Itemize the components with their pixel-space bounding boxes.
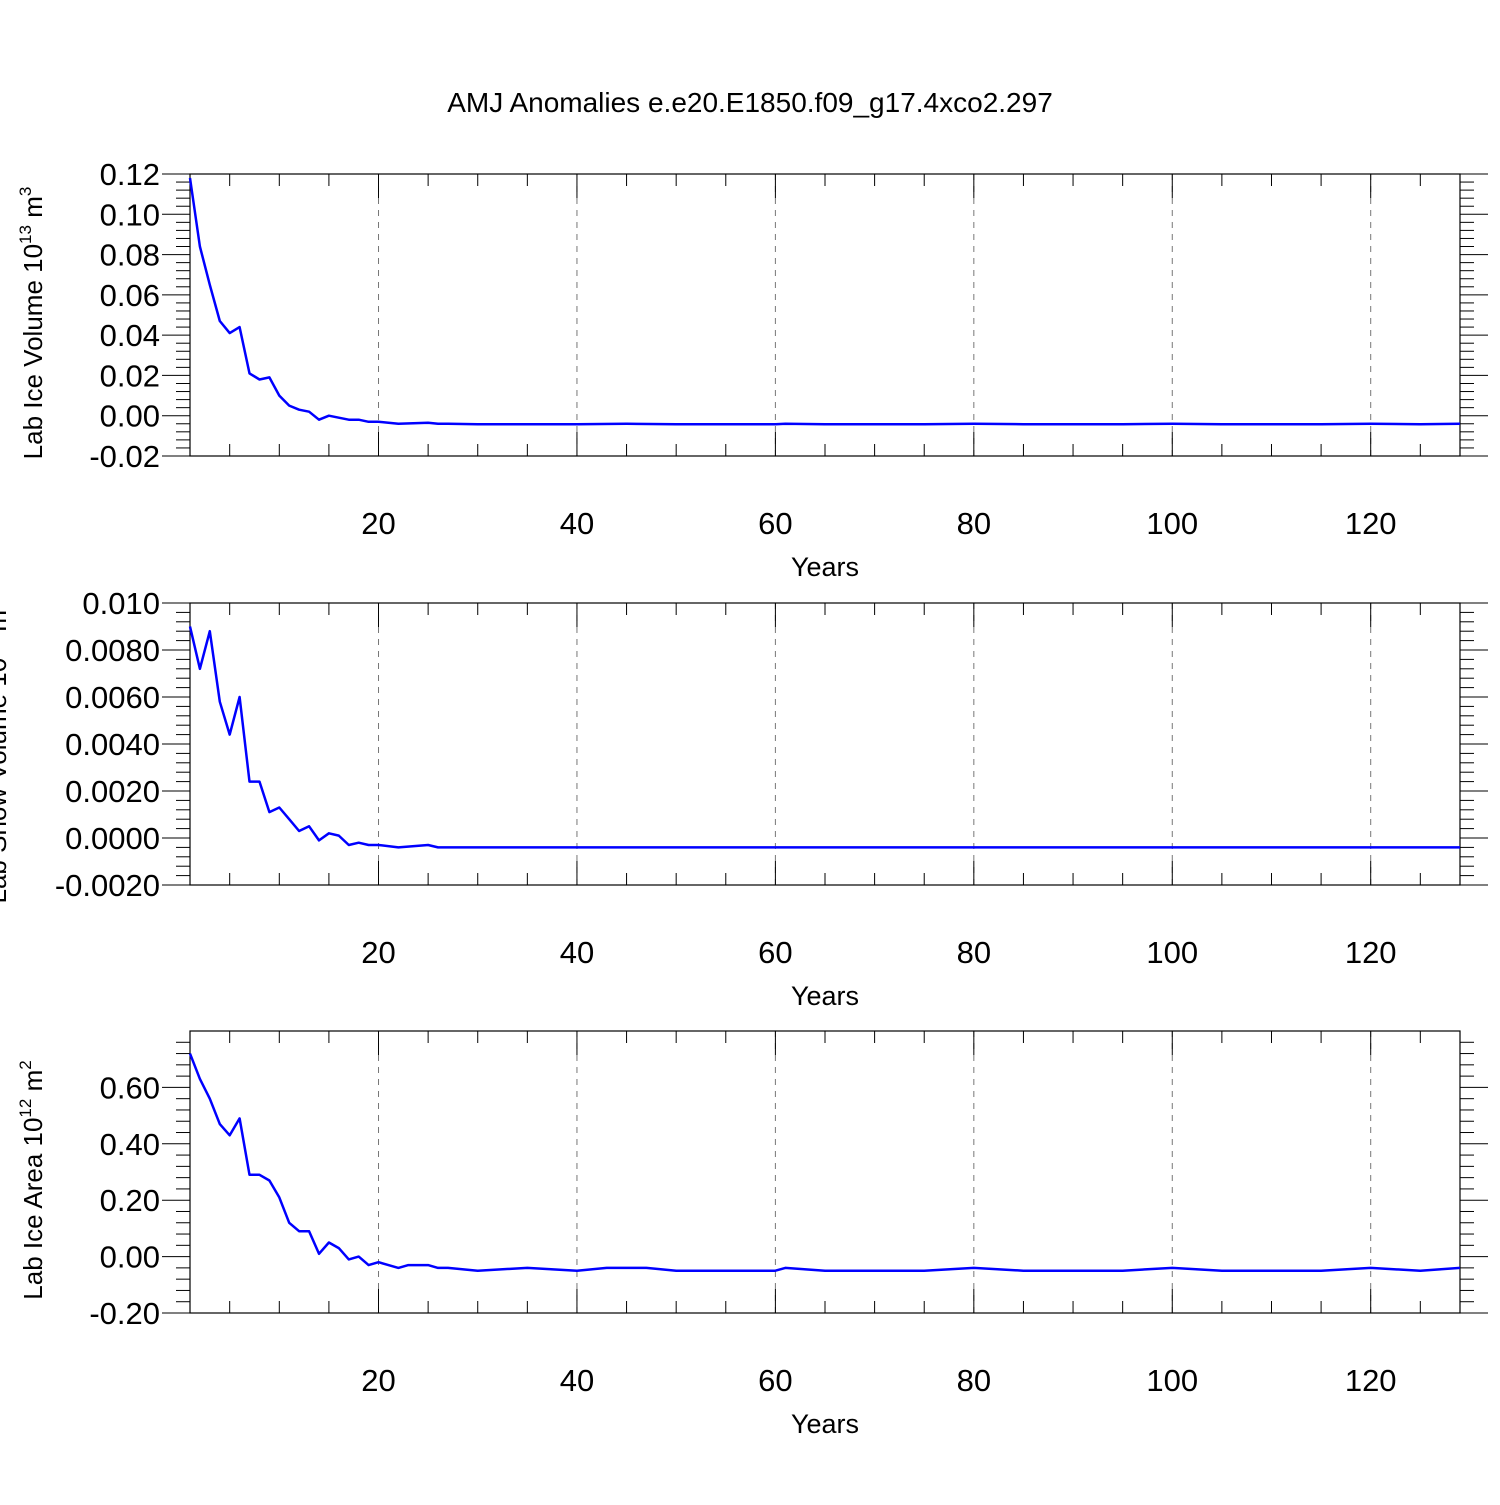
y-tick-label: 0.00 <box>100 399 160 434</box>
y-axis-label: Lab Ice Area 1012 m2 <box>16 1060 48 1299</box>
series-line <box>188 1053 1461 1272</box>
y-tick-label: -0.20 <box>89 1296 160 1331</box>
y-tick-label: 0.40 <box>100 1127 160 1162</box>
x-tick-label: 80 <box>957 506 991 541</box>
panel-2: -0.0020 0.0000 0.0020 0.0040 0.0060 0.0080 0.0… <box>0 586 1488 1011</box>
x-tick-label: 100 <box>1146 1363 1198 1398</box>
y-axis-label-main: Lab Ice Volume 10 <box>18 244 48 459</box>
x-tick-label: 100 <box>1146 506 1198 541</box>
y-tick-label: 0.06 <box>100 278 160 313</box>
x-tick-label: 40 <box>560 1363 594 1398</box>
y-tick-label: -0.0020 <box>55 868 160 903</box>
x-tick-label: 40 <box>560 935 594 970</box>
plot-frame <box>189 602 1461 886</box>
y-tick-label: 0.10 <box>100 197 160 232</box>
chart-title: AMJ Anomalies e.e20.E1850.f09_g17.4xco2.… <box>447 87 1053 118</box>
y-axis-label-unit-exponent: 2 <box>16 1060 35 1069</box>
x-tick-label: 80 <box>957 1363 991 1398</box>
x-tick-label: 120 <box>1345 506 1397 541</box>
y-tick-label: 0.0020 <box>65 774 160 809</box>
x-tick-label: 100 <box>1146 935 1198 970</box>
y-axis-label-unit: m <box>18 196 48 225</box>
x-tick-label: 20 <box>361 506 395 541</box>
x-tick-label: 60 <box>758 1363 792 1398</box>
y-tick-label: 0.02 <box>100 358 160 393</box>
y-axis-label-unit: m <box>0 610 12 639</box>
x-tick-label: 120 <box>1345 1363 1397 1398</box>
y-axis-label: Lab Ice Volume 1013 m3 <box>16 187 48 460</box>
y-tick-label: 0.04 <box>100 318 160 353</box>
series-line <box>188 626 1460 849</box>
x-tick-label: 60 <box>758 506 792 541</box>
y-tick-label: 0.12 <box>100 157 160 192</box>
plot-frame <box>189 173 1461 457</box>
y-tick-label: 0.00 <box>100 1240 160 1275</box>
x-axis-label: Years <box>791 552 859 582</box>
plot-frame <box>189 1030 1461 1314</box>
y-axis-label-main: Lab Snow Volume 10 <box>0 658 12 904</box>
y-tick-label: 0.0080 <box>65 633 160 668</box>
x-tick-label: 60 <box>758 935 792 970</box>
panel-3: -0.20 0.00 0.20 0.40 0.60 20 40 60 80 100 120 Years… <box>16 1030 1488 1439</box>
y-axis-label-exponent: 12 <box>16 1099 35 1118</box>
y-tick-label: 0.0000 <box>65 821 160 856</box>
y-tick-label: 0.08 <box>100 238 160 273</box>
series-line <box>188 177 1461 426</box>
y-axis-label: Lab Snow Volume 1013 m3 <box>0 600 12 903</box>
x-tick-label: 120 <box>1345 935 1397 970</box>
panel-1: -0.02 0.00 0.02 0.04 0.06 0.08 0.10 0.12 20 40 60 8… <box>16 157 1488 582</box>
x-tick-label: 20 <box>361 1363 395 1398</box>
x-axis-label: Years <box>791 1409 859 1439</box>
y-axis-label-unit: m <box>18 1070 48 1099</box>
y-tick-label: 0.0060 <box>65 680 160 715</box>
y-axis-label-unit-exponent: 3 <box>16 187 35 196</box>
y-tick-label: 0.0040 <box>65 727 160 762</box>
x-tick-label: 80 <box>957 935 991 970</box>
y-tick-label: 0.60 <box>100 1070 160 1105</box>
y-axis-label-exponent: 13 <box>16 225 35 244</box>
y-tick-label: 0.20 <box>100 1183 160 1218</box>
x-tick-label: 40 <box>560 506 594 541</box>
x-axis-label: Years <box>791 981 859 1011</box>
x-tick-label: 20 <box>361 935 395 970</box>
y-tick-label: -0.02 <box>89 439 160 474</box>
y-tick-label: 0.010 <box>82 586 160 621</box>
y-axis-label-main: Lab Ice Area 10 <box>18 1118 48 1300</box>
